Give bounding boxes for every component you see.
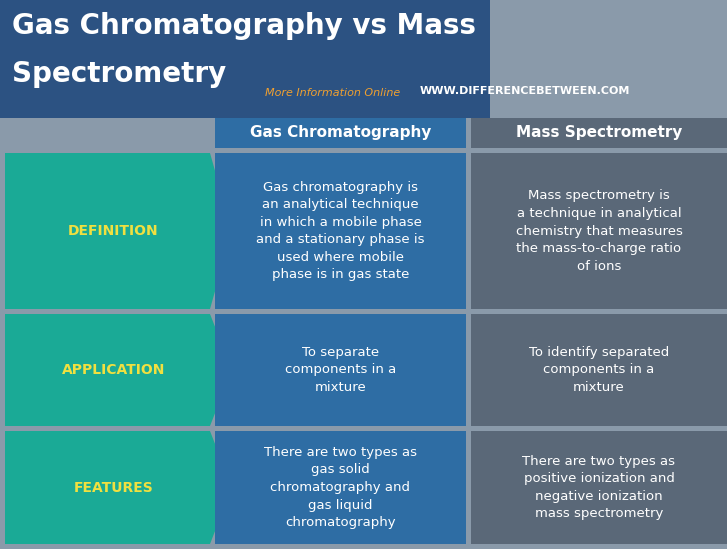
Text: Gas Chromatography: Gas Chromatography bbox=[250, 126, 431, 141]
Text: Mass Spectrometry: Mass Spectrometry bbox=[516, 126, 682, 141]
Polygon shape bbox=[5, 153, 232, 309]
FancyBboxPatch shape bbox=[215, 431, 466, 544]
Text: To separate
components in a
mixture: To separate components in a mixture bbox=[285, 346, 396, 394]
FancyBboxPatch shape bbox=[215, 314, 466, 426]
Polygon shape bbox=[5, 314, 232, 426]
Text: APPLICATION: APPLICATION bbox=[62, 363, 165, 377]
FancyBboxPatch shape bbox=[215, 153, 466, 309]
Text: Gas Chromatography vs Mass: Gas Chromatography vs Mass bbox=[12, 12, 476, 40]
Polygon shape bbox=[5, 431, 232, 544]
FancyBboxPatch shape bbox=[471, 153, 727, 309]
Text: WWW.DIFFERENCEBETWEEN.COM: WWW.DIFFERENCEBETWEEN.COM bbox=[420, 86, 630, 96]
FancyBboxPatch shape bbox=[471, 431, 727, 544]
Text: FEATURES: FEATURES bbox=[73, 480, 153, 495]
Text: There are two types as
positive ionization and
negative ionization
mass spectrom: There are two types as positive ionizati… bbox=[523, 455, 675, 520]
Text: Mass spectrometry is
a technique in analytical
chemistry that measures
the mass-: Mass spectrometry is a technique in anal… bbox=[515, 189, 683, 272]
FancyBboxPatch shape bbox=[0, 0, 490, 118]
Text: Gas chromatography is
an analytical technique
in which a mobile phase
and a stat: Gas chromatography is an analytical tech… bbox=[256, 181, 425, 281]
Text: More Information Online: More Information Online bbox=[265, 88, 401, 98]
Text: DEFINITION: DEFINITION bbox=[68, 224, 158, 238]
Text: To identify separated
components in a
mixture: To identify separated components in a mi… bbox=[529, 346, 669, 394]
Text: There are two types as
gas solid
chromatography and
gas liquid
chromatography: There are two types as gas solid chromat… bbox=[264, 446, 417, 529]
FancyBboxPatch shape bbox=[471, 314, 727, 426]
Text: Spectrometry: Spectrometry bbox=[12, 60, 226, 88]
FancyBboxPatch shape bbox=[215, 118, 466, 148]
FancyBboxPatch shape bbox=[471, 118, 727, 148]
